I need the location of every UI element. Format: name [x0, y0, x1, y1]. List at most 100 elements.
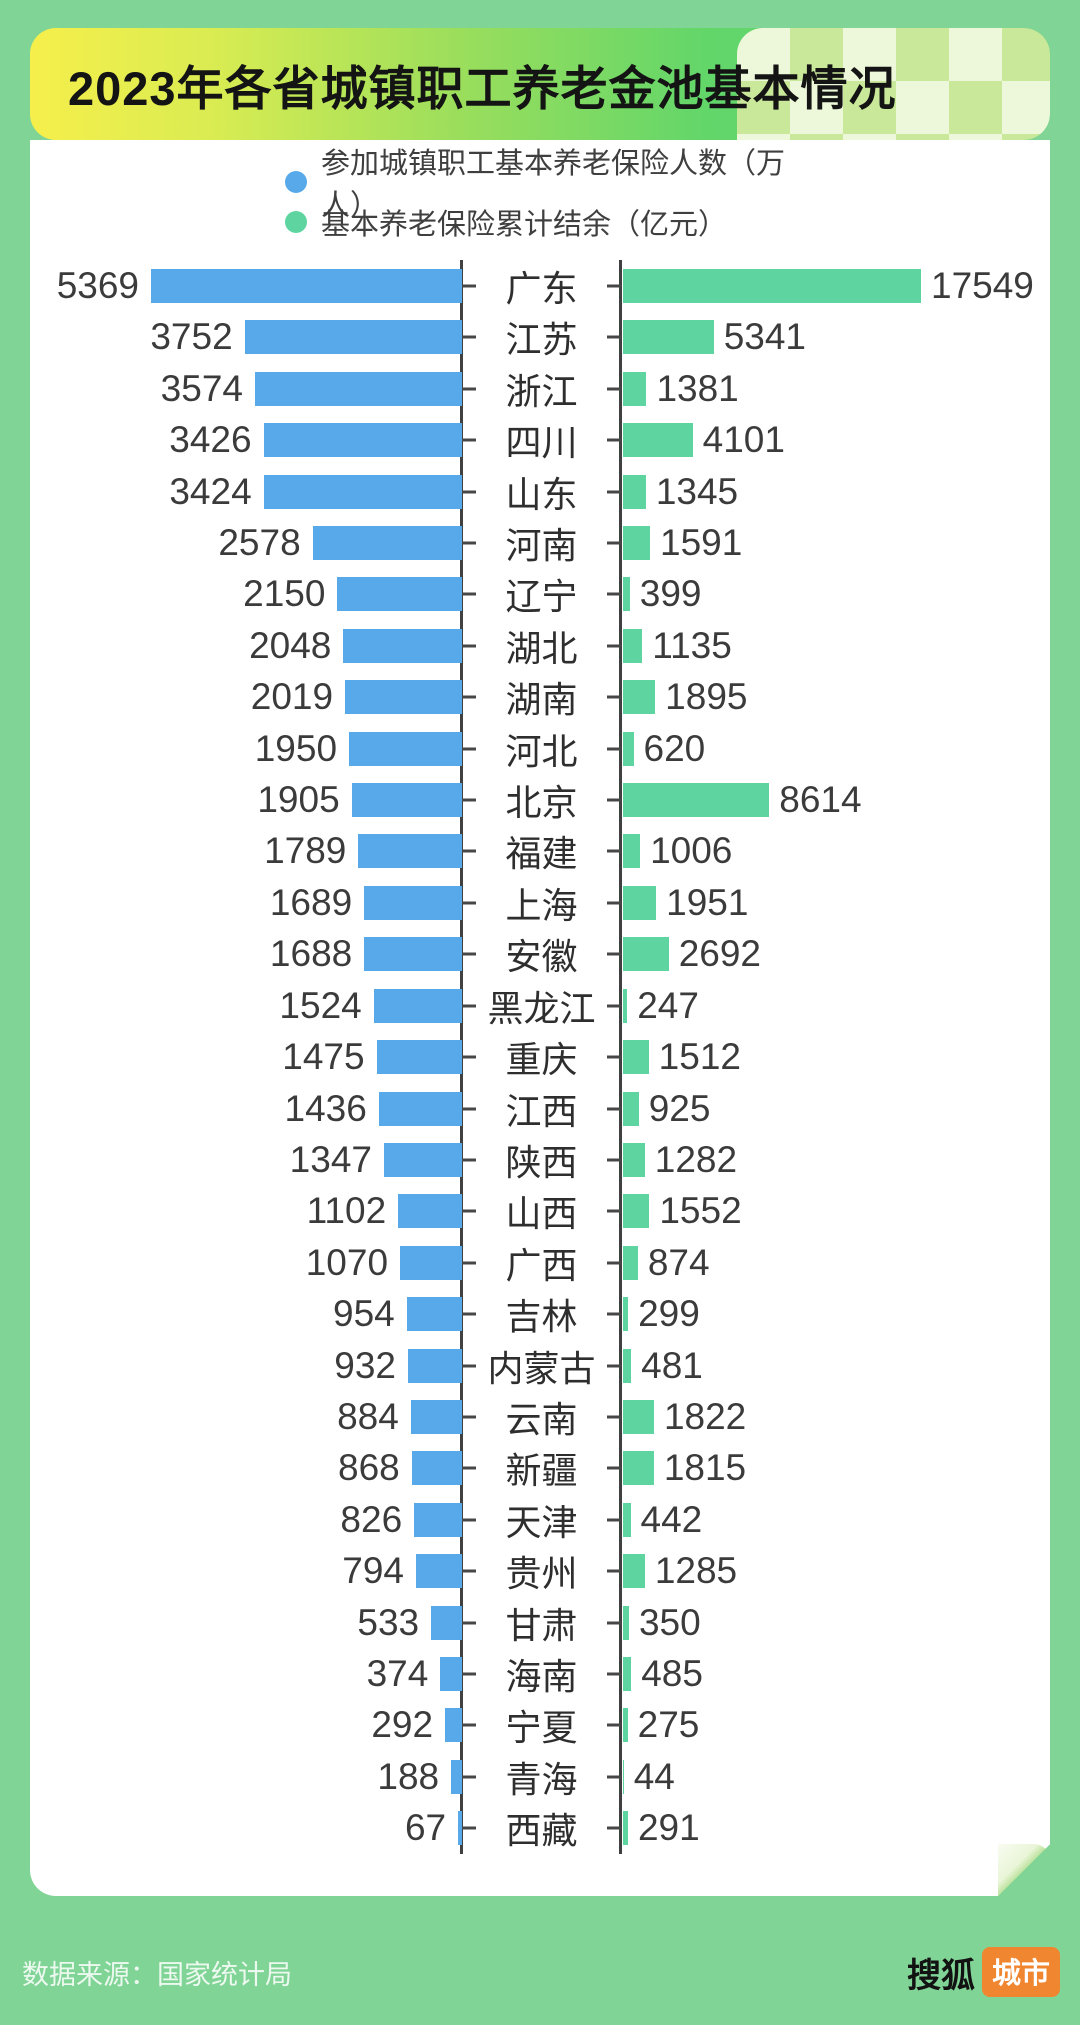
balance-bar	[623, 526, 651, 561]
left-axis-tick	[462, 695, 476, 699]
balance-bar	[623, 1297, 629, 1332]
balance-value-label: 291	[637, 1807, 700, 1849]
participants-value-label: 2048	[249, 624, 332, 666]
balance-bar	[623, 988, 628, 1023]
balance-cell: 291	[621, 1802, 1050, 1854]
participants-bar	[445, 1708, 462, 1743]
balance-cell: 399	[621, 568, 1050, 620]
balance-value-label: 4101	[702, 419, 785, 461]
province-label: 吉林	[505, 1296, 578, 1338]
left-axis-tick	[462, 541, 476, 545]
balance-bar	[623, 1605, 629, 1640]
left-axis-tick	[462, 592, 476, 596]
right-axis-tick	[607, 1055, 621, 1059]
province-label: 辽宁	[505, 576, 578, 618]
balance-bar	[623, 885, 657, 920]
participants-value-label: 826	[340, 1498, 403, 1540]
legend-label: 基本养老保险累计结余（亿元）	[321, 209, 728, 241]
participants-value-label: 1905	[257, 779, 340, 821]
province-cell: 西藏	[462, 1802, 621, 1854]
province-label: 黑龙江	[487, 987, 596, 1029]
balance-cell: 442	[621, 1494, 1050, 1546]
balance-value-label: 247	[637, 984, 699, 1026]
balance-cell: 350	[621, 1597, 1050, 1649]
province-cell: 吉林	[462, 1288, 621, 1340]
chart-row: 2578 河南 1591	[30, 517, 1050, 568]
province-cell: 四川	[462, 414, 621, 466]
balance-value-label: 1895	[665, 676, 748, 718]
province-cell: 山西	[462, 1185, 621, 1237]
right-axis-tick	[607, 1466, 621, 1470]
right-axis-tick	[607, 952, 621, 956]
balance-value-label: 2692	[678, 933, 762, 975]
participants-cell: 374	[30, 1648, 462, 1700]
province-cell: 新疆	[462, 1442, 621, 1494]
balance-bar	[623, 1451, 654, 1486]
chart-row: 932 内蒙古 481	[30, 1340, 1050, 1391]
participants-value-label: 1524	[279, 984, 362, 1026]
participants-cell: 3752	[30, 311, 462, 363]
province-cell: 山东	[462, 466, 621, 518]
legend-dot-green-icon	[285, 211, 307, 233]
left-axis-tick	[462, 1364, 476, 1368]
participants-cell: 1905	[30, 774, 462, 826]
participants-value-label: 1070	[305, 1241, 389, 1283]
participants-cell: 954	[30, 1288, 462, 1340]
left-axis-tick	[462, 1055, 476, 1059]
chart-row: 1102 山西 1552	[30, 1185, 1050, 1236]
participants-bar	[451, 1759, 462, 1794]
left-axis-tick	[462, 1775, 476, 1779]
province-cell: 陕西	[462, 1134, 621, 1186]
balance-value-label: 1282	[654, 1138, 738, 1180]
participants-cell: 3574	[30, 363, 462, 415]
province-cell: 青海	[462, 1751, 621, 1803]
right-axis-tick	[607, 490, 621, 494]
balance-cell: 620	[621, 723, 1050, 775]
right-axis-tick	[607, 438, 621, 442]
balance-cell: 1381	[621, 363, 1050, 415]
participants-value-label: 67	[404, 1807, 447, 1849]
balance-bar	[623, 1554, 645, 1589]
participants-bar	[458, 1811, 462, 1846]
chart-row: 794 贵州 1285	[30, 1545, 1050, 1596]
participants-bar	[383, 1142, 462, 1177]
participants-cell: 188	[30, 1751, 462, 1803]
balance-bar	[623, 628, 643, 663]
province-cell: 内蒙古	[462, 1340, 621, 1392]
province-cell: 江苏	[462, 311, 621, 363]
participants-bar	[414, 1502, 462, 1537]
balance-value-label: 350	[638, 1601, 701, 1643]
left-axis-tick	[462, 952, 476, 956]
participants-bar	[378, 1091, 462, 1126]
chart-row: 868 新疆 1815	[30, 1442, 1050, 1493]
balance-value-label: 481	[641, 1344, 703, 1386]
province-label: 甘肃	[505, 1604, 578, 1646]
participants-cell: 2019	[30, 671, 462, 723]
province-label: 海南	[505, 1655, 578, 1697]
province-cell: 天津	[462, 1494, 621, 1546]
participants-cell: 794	[30, 1545, 462, 1597]
left-axis-tick	[462, 1672, 476, 1676]
chart-row: 533 甘肃 350	[30, 1597, 1050, 1648]
chart-row: 3574 浙江 1381	[30, 363, 1050, 414]
province-cell: 安徽	[462, 928, 621, 980]
balance-value-label: 5341	[723, 316, 806, 358]
participants-cell: 5369	[30, 260, 462, 312]
left-axis-tick	[462, 1569, 476, 1573]
balance-cell: 1895	[621, 671, 1050, 723]
participants-bar	[440, 1656, 462, 1691]
balance-bar	[623, 1399, 654, 1434]
legend-dot-blue-icon	[285, 171, 307, 193]
balance-value-label: 620	[643, 727, 706, 769]
participants-cell: 1688	[30, 928, 462, 980]
balance-cell: 1951	[621, 877, 1050, 929]
participants-cell: 1347	[30, 1134, 462, 1186]
province-label: 山西	[505, 1193, 578, 1235]
balance-bar	[623, 1502, 631, 1537]
province-cell: 广西	[462, 1237, 621, 1289]
balance-bar	[623, 1811, 628, 1846]
left-axis-tick	[462, 1107, 476, 1110]
checker-pattern	[737, 28, 1050, 140]
participants-value-label: 1688	[269, 933, 353, 975]
balance-value-label: 1951	[666, 881, 749, 923]
